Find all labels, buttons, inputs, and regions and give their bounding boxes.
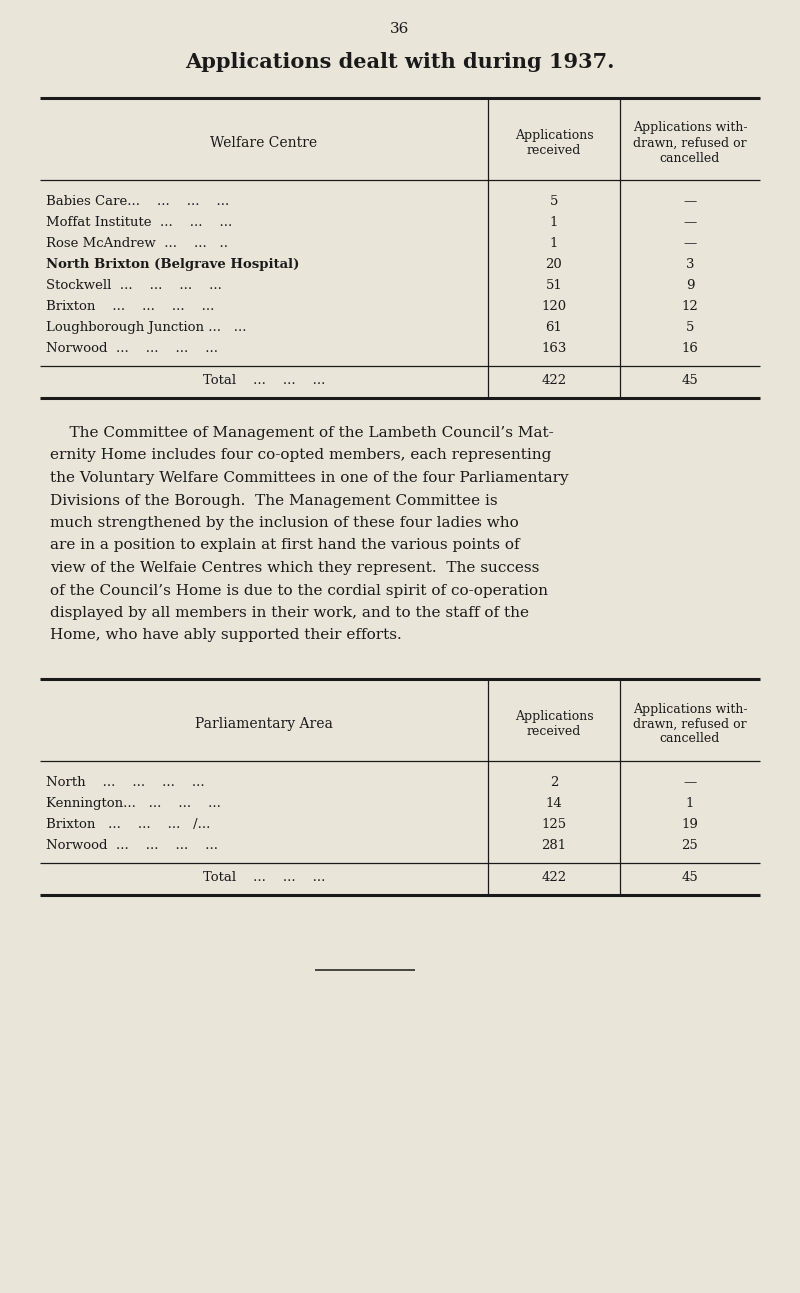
- Text: 1: 1: [686, 796, 694, 809]
- Text: Rose McAndrew  ...    ...   ..: Rose McAndrew ... ... ..: [46, 237, 228, 250]
- Text: 36: 36: [390, 22, 410, 36]
- Text: view of the Welfaie Centres which they represent.  The success: view of the Welfaie Centres which they r…: [50, 561, 539, 575]
- Text: 120: 120: [542, 300, 566, 313]
- Text: 25: 25: [682, 839, 698, 852]
- Text: 16: 16: [682, 343, 698, 356]
- Text: North    ...    ...    ...    ...: North ... ... ... ...: [46, 776, 205, 789]
- Text: 422: 422: [542, 871, 566, 884]
- Text: 3: 3: [686, 259, 694, 272]
- Text: North Brixton (Belgrave Hospital): North Brixton (Belgrave Hospital): [46, 259, 299, 272]
- Text: 9: 9: [686, 279, 694, 292]
- Text: ernity Home includes four co-opted members, each representing: ernity Home includes four co-opted membe…: [50, 449, 551, 463]
- Text: 5: 5: [686, 321, 694, 334]
- Text: Norwood  ...    ...    ...    ...: Norwood ... ... ... ...: [46, 343, 218, 356]
- Text: of the Council’s Home is due to the cordial spirit of co-operation: of the Council’s Home is due to the cord…: [50, 583, 548, 597]
- Text: Loughborough Junction ...   ...: Loughborough Junction ... ...: [46, 321, 246, 334]
- Text: 14: 14: [546, 796, 562, 809]
- Text: —: —: [683, 237, 697, 250]
- Text: 45: 45: [682, 871, 698, 884]
- Text: Moffat Institute  ...    ...    ...: Moffat Institute ... ... ...: [46, 216, 232, 229]
- Text: Home, who have ably supported their efforts.: Home, who have ably supported their effo…: [50, 628, 402, 643]
- Text: 45: 45: [682, 374, 698, 387]
- Text: Applications dealt with during 1937.: Applications dealt with during 1937.: [186, 52, 614, 72]
- Text: 61: 61: [546, 321, 562, 334]
- Text: The Committee of Management of the Lambeth Council’s Mat-: The Committee of Management of the Lambe…: [50, 425, 554, 440]
- Text: Brixton   ...    ...    ...   /...: Brixton ... ... ... /...: [46, 818, 210, 831]
- Text: Applications
received: Applications received: [514, 129, 594, 156]
- Text: 5: 5: [550, 195, 558, 208]
- Text: displayed by all members in their work, and to the staff of the: displayed by all members in their work, …: [50, 606, 529, 621]
- Text: Divisions of the Borough.  The Management Committee is: Divisions of the Borough. The Management…: [50, 494, 498, 507]
- Text: Stockwell  ...    ...    ...    ...: Stockwell ... ... ... ...: [46, 279, 222, 292]
- Text: Kennington...   ...    ...    ...: Kennington... ... ... ...: [46, 796, 221, 809]
- Text: Applications with-
drawn, refused or
cancelled: Applications with- drawn, refused or can…: [633, 702, 747, 746]
- Text: 1: 1: [550, 216, 558, 229]
- Text: —: —: [683, 776, 697, 789]
- Text: —: —: [683, 195, 697, 208]
- Text: Brixton    ...    ...    ...    ...: Brixton ... ... ... ...: [46, 300, 214, 313]
- Text: 163: 163: [542, 343, 566, 356]
- Text: Norwood  ...    ...    ...    ...: Norwood ... ... ... ...: [46, 839, 218, 852]
- Text: 1: 1: [550, 237, 558, 250]
- Text: are in a position to explain at first hand the various points of: are in a position to explain at first ha…: [50, 538, 520, 552]
- Text: 20: 20: [546, 259, 562, 272]
- Text: —: —: [683, 216, 697, 229]
- Text: Applications with-
drawn, refused or
cancelled: Applications with- drawn, refused or can…: [633, 122, 747, 164]
- Text: 2: 2: [550, 776, 558, 789]
- Text: 422: 422: [542, 374, 566, 387]
- Text: 125: 125: [542, 818, 566, 831]
- Text: much strengthened by the inclusion of these four ladies who: much strengthened by the inclusion of th…: [50, 516, 518, 530]
- Text: 12: 12: [682, 300, 698, 313]
- Text: 51: 51: [546, 279, 562, 292]
- Text: 281: 281: [542, 839, 566, 852]
- Text: Total    ...    ...    ...: Total ... ... ...: [203, 871, 325, 884]
- Text: Parliamentary Area: Parliamentary Area: [195, 718, 333, 731]
- Text: Babies Care...    ...    ...    ...: Babies Care... ... ... ...: [46, 195, 230, 208]
- Text: Total    ...    ...    ...: Total ... ... ...: [203, 374, 325, 387]
- Text: 19: 19: [682, 818, 698, 831]
- Text: the Voluntary Welfare Committees in one of the four Parliamentary: the Voluntary Welfare Committees in one …: [50, 471, 569, 485]
- Text: Welfare Centre: Welfare Centre: [210, 136, 318, 150]
- Text: Applications
received: Applications received: [514, 710, 594, 738]
